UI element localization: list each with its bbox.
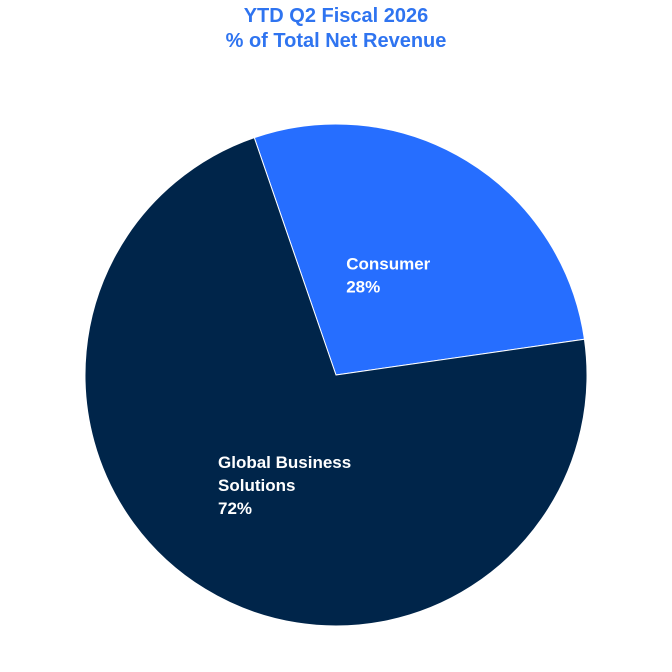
pie-labels: Consumer 28% Global Business Solutions 72% [218,254,431,518]
chart-header: YTD Q2 Fiscal 2026 % of Total Net Revenu… [0,4,672,54]
slice-value-label: 72% [218,499,252,518]
pie-slice-label-1: Global Business Solutions 72% [218,453,351,518]
chart-title: YTD Q2 Fiscal 2026 [243,5,429,27]
slice-category-label: Consumer [346,254,430,273]
slice-category-label: Solutions [218,476,295,495]
pie-slices [84,123,588,627]
slice-category-label: Global Business [218,453,351,472]
slice-value-label: 28% [346,277,380,296]
pie-slice-0 [253,123,585,376]
chart-subtitle: % of Total Net Revenue [225,30,447,52]
pie-slice-label-0: Consumer 28% [346,254,430,296]
pie-slice-1 [84,137,588,627]
